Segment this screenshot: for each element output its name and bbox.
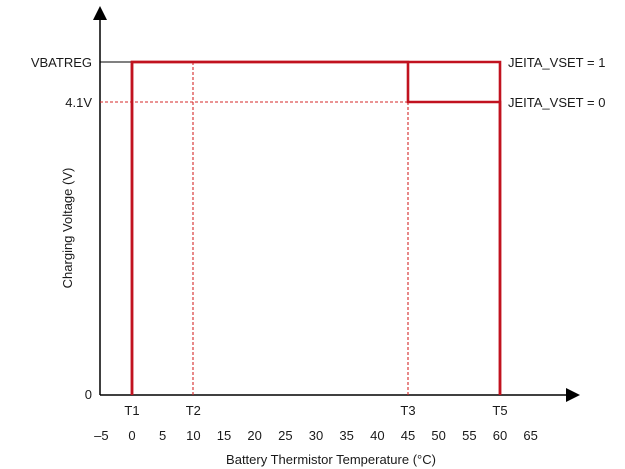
x-tick-label: 40 [370, 428, 384, 443]
x-tick-label: 60 [493, 428, 507, 443]
threshold-label-t1: T1 [124, 403, 139, 418]
x-tick-label: 10 [186, 428, 200, 443]
y-axis-label: Charging Voltage (V) [60, 168, 75, 289]
series-label-vset-0: JEITA_VSET = 0 [508, 95, 605, 110]
threshold-labels: T1 T2 T3 T5 [124, 403, 507, 418]
x-tick-labels: –5 0 5 10 15 20 25 30 35 40 45 50 55 60 65 [94, 428, 538, 443]
y-axis-arrow [93, 6, 107, 20]
x-tick-label: 25 [278, 428, 292, 443]
x-tick-label: –5 [94, 428, 108, 443]
x-tick-label: 30 [309, 428, 323, 443]
x-axis-label: Battery Thermistor Temperature (°C) [226, 452, 436, 467]
x-tick-label: 65 [523, 428, 537, 443]
x-axis-arrow [566, 388, 580, 402]
threshold-label-t5: T5 [492, 403, 507, 418]
threshold-label-t3: T3 [400, 403, 415, 418]
x-tick-label: 5 [159, 428, 166, 443]
x-tick-label: 55 [462, 428, 476, 443]
series-label-vset-1: JEITA_VSET = 1 [508, 55, 605, 70]
series-jeita-vset-1 [130, 60, 502, 395]
y-label-vbatreg: VBATREG [31, 55, 92, 70]
x-tick-label: 0 [128, 428, 135, 443]
x-tick-label: 45 [401, 428, 415, 443]
x-tick-label: 50 [431, 428, 445, 443]
y-label-4-1v: 4.1V [65, 95, 92, 110]
x-tick-label: 15 [217, 428, 231, 443]
threshold-label-t2: T2 [186, 403, 201, 418]
x-tick-label: 35 [339, 428, 353, 443]
series-jeita-vset-0 [130, 60, 502, 395]
x-tick-label: 20 [247, 428, 261, 443]
y-label-zero: 0 [85, 387, 92, 402]
